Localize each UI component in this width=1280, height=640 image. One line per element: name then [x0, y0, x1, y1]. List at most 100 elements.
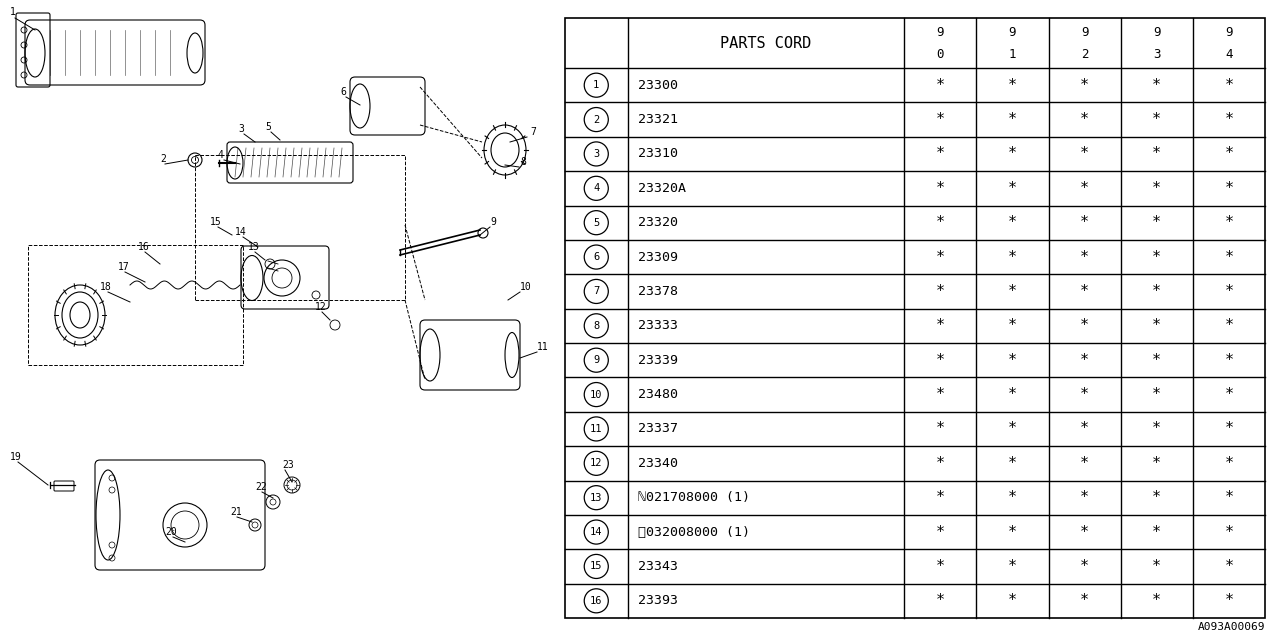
Text: *: *	[1225, 593, 1234, 608]
Text: 9: 9	[1225, 26, 1233, 38]
Text: 23320A: 23320A	[637, 182, 686, 195]
Text: *: *	[1225, 77, 1234, 93]
Text: *: *	[936, 559, 945, 574]
Text: *: *	[1152, 593, 1161, 608]
Text: *: *	[1225, 525, 1234, 540]
Text: 23343: 23343	[637, 560, 677, 573]
Text: 4: 4	[593, 183, 599, 193]
Text: 16: 16	[138, 242, 150, 252]
Text: *: *	[936, 456, 945, 471]
Text: *: *	[1152, 525, 1161, 540]
Text: *: *	[1007, 593, 1018, 608]
Text: 23333: 23333	[637, 319, 677, 332]
Text: *: *	[1152, 250, 1161, 264]
Text: 19: 19	[10, 452, 22, 462]
Text: *: *	[1007, 421, 1018, 436]
Text: *: *	[1080, 250, 1089, 264]
Text: *: *	[1080, 318, 1089, 333]
Text: 13: 13	[590, 493, 603, 502]
Text: *: *	[936, 181, 945, 196]
Text: *: *	[1007, 525, 1018, 540]
Text: *: *	[1080, 559, 1089, 574]
Text: *: *	[1007, 181, 1018, 196]
Text: 9: 9	[1153, 26, 1161, 38]
Text: 9: 9	[490, 217, 495, 227]
Text: 9: 9	[1080, 26, 1088, 38]
Text: *: *	[1007, 77, 1018, 93]
Text: Ⓦ032008000 (1): Ⓦ032008000 (1)	[637, 525, 750, 539]
Text: 20: 20	[165, 527, 177, 537]
Text: *: *	[1225, 387, 1234, 402]
Text: *: *	[936, 490, 945, 505]
Text: *: *	[1152, 147, 1161, 161]
Text: 23309: 23309	[637, 251, 677, 264]
Text: *: *	[936, 421, 945, 436]
Text: *: *	[936, 318, 945, 333]
Text: *: *	[1007, 112, 1018, 127]
Text: 10: 10	[520, 282, 531, 292]
Text: *: *	[936, 593, 945, 608]
Text: 6: 6	[593, 252, 599, 262]
Text: 18: 18	[100, 282, 111, 292]
Text: 14: 14	[236, 227, 247, 237]
Text: 1: 1	[593, 80, 599, 90]
Text: *: *	[1080, 593, 1089, 608]
Text: *: *	[1152, 215, 1161, 230]
Text: *: *	[936, 147, 945, 161]
Text: *: *	[1080, 387, 1089, 402]
Text: ℕ021708000 (1): ℕ021708000 (1)	[637, 491, 750, 504]
Text: *: *	[1007, 318, 1018, 333]
Text: 2: 2	[593, 115, 599, 125]
Text: *: *	[936, 112, 945, 127]
Text: *: *	[936, 353, 945, 368]
Text: *: *	[1007, 215, 1018, 230]
Text: *: *	[1007, 387, 1018, 402]
Text: 3: 3	[1153, 47, 1161, 61]
Text: PARTS CORD: PARTS CORD	[721, 35, 812, 51]
Text: *: *	[1152, 77, 1161, 93]
Text: 8: 8	[593, 321, 599, 331]
Text: 7: 7	[530, 127, 536, 137]
Text: *: *	[1225, 181, 1234, 196]
Text: A093A00069: A093A00069	[1198, 622, 1265, 632]
Text: *: *	[1080, 215, 1089, 230]
Text: *: *	[1225, 215, 1234, 230]
Text: 15: 15	[590, 561, 603, 572]
Text: *: *	[1152, 112, 1161, 127]
Text: *: *	[1007, 456, 1018, 471]
Text: *: *	[1152, 387, 1161, 402]
Text: 4: 4	[218, 150, 224, 160]
Text: 16: 16	[590, 596, 603, 606]
Text: 23378: 23378	[637, 285, 677, 298]
Text: 11: 11	[590, 424, 603, 434]
Text: *: *	[1225, 353, 1234, 368]
Text: *: *	[1007, 353, 1018, 368]
Text: 23320: 23320	[637, 216, 677, 229]
Text: *: *	[1080, 421, 1089, 436]
Text: *: *	[1080, 525, 1089, 540]
Text: 21: 21	[230, 507, 242, 517]
Text: *: *	[1007, 250, 1018, 264]
Text: 2: 2	[160, 154, 166, 164]
Text: 23337: 23337	[637, 422, 677, 435]
Text: 8: 8	[520, 157, 526, 167]
Text: *: *	[1080, 147, 1089, 161]
Text: *: *	[1080, 456, 1089, 471]
Text: 23310: 23310	[637, 147, 677, 161]
Text: *: *	[1152, 421, 1161, 436]
Text: *: *	[936, 525, 945, 540]
Text: 23393: 23393	[637, 595, 677, 607]
Text: *: *	[1152, 353, 1161, 368]
Text: 0: 0	[937, 47, 945, 61]
Text: 4: 4	[1225, 47, 1233, 61]
Text: *: *	[1007, 490, 1018, 505]
Text: 10: 10	[590, 390, 603, 399]
Text: 3: 3	[593, 149, 599, 159]
Text: 1: 1	[10, 7, 15, 17]
Text: 23300: 23300	[637, 79, 677, 92]
Text: *: *	[1007, 559, 1018, 574]
Text: *: *	[1225, 147, 1234, 161]
Text: *: *	[1225, 421, 1234, 436]
Text: *: *	[1225, 456, 1234, 471]
Text: *: *	[1225, 559, 1234, 574]
